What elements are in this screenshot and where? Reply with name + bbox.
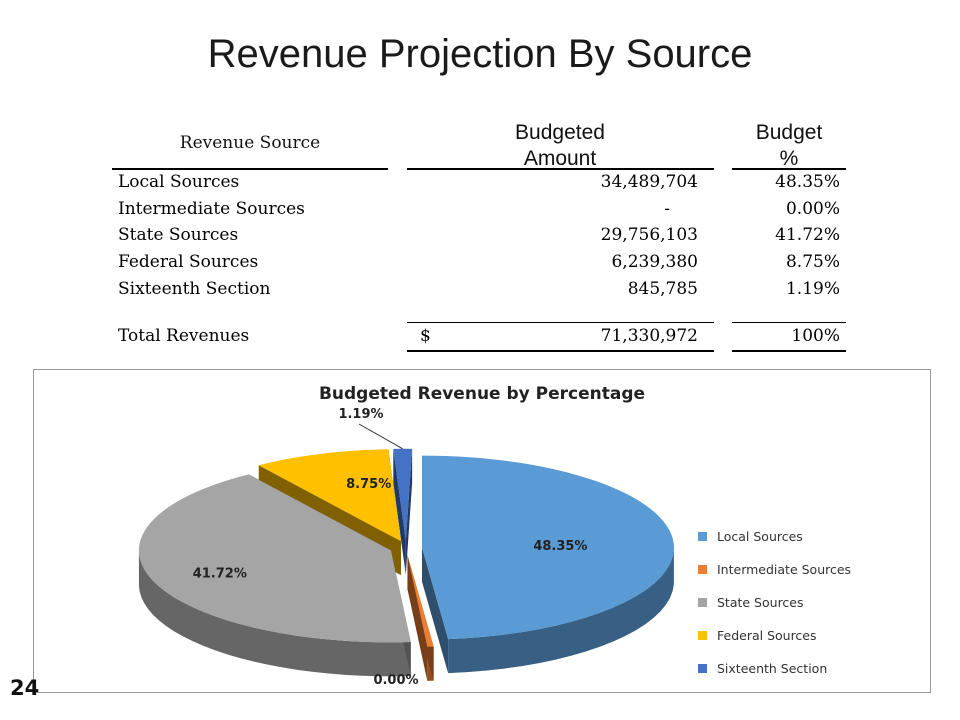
total-label: Total Revenues: [118, 326, 250, 346]
row-percent: 48.35%: [775, 172, 840, 192]
legend-item-local: Local Sources: [698, 520, 851, 553]
slice-wall: [421, 547, 449, 674]
slice-side: [138, 551, 411, 677]
pie-slice-state-sources: [138, 474, 411, 677]
row-amount: 34,489,704: [600, 172, 698, 192]
legend-label: State Sources: [717, 595, 804, 610]
slice-top: [421, 455, 674, 640]
slice-top: [258, 449, 401, 542]
legend-swatch: [698, 532, 707, 541]
row-percent: 1.19%: [785, 279, 840, 299]
row-label: Sixteenth Section: [118, 279, 271, 299]
page-number: 24: [10, 676, 40, 700]
total-currency: $: [420, 326, 431, 346]
total-percent: 100%: [791, 326, 840, 346]
legend-swatch: [698, 565, 707, 574]
legend-label: Federal Sources: [717, 628, 817, 643]
header-revenue-source: Revenue Source: [179, 133, 321, 153]
legend-swatch: [698, 598, 707, 607]
row-label: Local Sources: [118, 172, 240, 192]
chart-legend: Local Sources Intermediate Sources State…: [698, 520, 851, 685]
leader-line: [358, 423, 403, 450]
data-label-federal-sources: 8.75%: [346, 477, 391, 492]
legend-label: Local Sources: [717, 529, 803, 544]
header-budget: Budget: [755, 121, 823, 144]
row-amount: 6,239,380: [611, 252, 698, 272]
row-percent: 41.72%: [775, 225, 840, 245]
slice-wall: [405, 448, 413, 575]
pie-slice-local-sources: [421, 455, 674, 674]
pie-slice-sixteenth-section: [393, 448, 413, 575]
legend-swatch: [698, 631, 707, 640]
slice-wall: [407, 555, 428, 681]
total-underline-pct: [732, 350, 846, 352]
pie-slice-intermediate-sources: [407, 555, 434, 681]
chart-title: Budgeted Revenue by Percentage: [318, 384, 646, 404]
legend-label: Intermediate Sources: [717, 562, 852, 577]
legend-swatch: [698, 664, 707, 673]
row-label: Intermediate Sources: [118, 199, 305, 219]
data-label-state-sources: 41.72%: [193, 566, 247, 581]
row-amount: -: [664, 199, 670, 219]
row-percent: 0.00%: [785, 199, 840, 219]
header-rule-pct: [732, 168, 846, 170]
header-amount: Amount: [523, 147, 597, 170]
pie-chart-frame: Budgeted Revenue by Percentage 48.35% 0.0…: [33, 369, 931, 693]
row-amount: 29,756,103: [600, 225, 698, 245]
data-label-local-sources: 48.35%: [533, 539, 587, 554]
row-percent: 8.75%: [785, 252, 840, 272]
total-rule-amount: [407, 322, 714, 323]
header-percent: %: [779, 147, 799, 170]
row-amount: 845,785: [627, 279, 698, 299]
slice-side: [448, 549, 674, 674]
total-amount: 71,330,972: [600, 326, 698, 346]
legend-item-federal: Federal Sources: [698, 619, 851, 652]
legend-item-sixteenth: Sixteenth Section: [698, 652, 851, 685]
row-label: State Sources: [118, 225, 239, 245]
legend-label: Sixteenth Section: [717, 661, 828, 676]
data-label-intermediate-sources: 0.00%: [373, 673, 418, 688]
slide-title: Revenue Projection By Source: [207, 32, 753, 76]
slice-top: [407, 555, 434, 647]
data-label-sixteenth-section: 1.19%: [338, 407, 383, 422]
pie-chart: 48.35% 0.00% 41.72% 8.75% 1.19%: [138, 407, 674, 688]
row-label: Federal Sources: [118, 252, 259, 272]
slice-top: [138, 474, 411, 643]
header-budgeted: Budgeted: [515, 121, 605, 144]
total-rule-pct: [732, 322, 846, 323]
slice-top: [393, 448, 413, 541]
slice-wall: [393, 448, 406, 575]
total-underline-amount: [407, 350, 714, 352]
header-rule-source: [112, 168, 388, 170]
header-rule-amount: [407, 168, 714, 170]
legend-item-state: State Sources: [698, 586, 851, 619]
legend-item-intermediate: Intermediate Sources: [698, 553, 851, 586]
